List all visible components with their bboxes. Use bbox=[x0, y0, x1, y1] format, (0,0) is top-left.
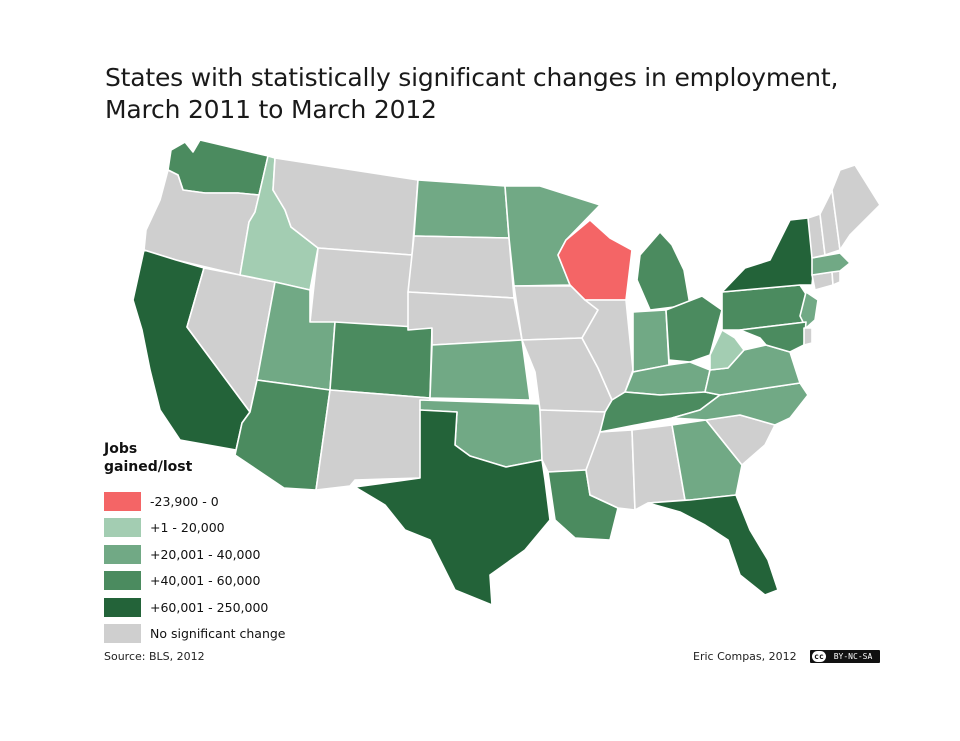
legend-label: +1 - 20,000 bbox=[150, 520, 225, 536]
legend-item-c2: +20,001 - 40,000 bbox=[104, 541, 286, 568]
cc-license-text: BY-NC-SA bbox=[833, 652, 873, 661]
source-note: Source: BLS, 2012 bbox=[104, 650, 205, 663]
state-NY[interactable] bbox=[721, 217, 817, 293]
legend-label: +60,001 - 250,000 bbox=[150, 599, 269, 615]
state-MA[interactable] bbox=[811, 252, 851, 276]
state-WA[interactable] bbox=[167, 139, 269, 196]
legend-swatch bbox=[104, 571, 141, 591]
state-TX[interactable] bbox=[354, 409, 551, 606]
legend-label: -23,900 - 0 bbox=[150, 493, 219, 509]
state-NM[interactable] bbox=[315, 389, 431, 491]
state-SD[interactable] bbox=[407, 235, 515, 299]
legend-label: No significant change bbox=[150, 626, 286, 642]
legend-swatch bbox=[104, 491, 141, 511]
legend-swatch bbox=[104, 624, 141, 644]
title-line-1: States with statistically significant ch… bbox=[105, 63, 839, 92]
state-NJ[interactable] bbox=[799, 291, 819, 329]
state-DE[interactable] bbox=[803, 327, 813, 346]
state-RI[interactable] bbox=[831, 270, 841, 286]
legend-title: Jobs gained/lost bbox=[104, 441, 193, 475]
map-title: States with statistically significant ch… bbox=[105, 62, 838, 126]
legend-item-c3: +40,001 - 60,000 bbox=[104, 568, 286, 595]
state-MI[interactable] bbox=[636, 231, 691, 311]
legend-item-c4: +60,001 - 250,000 bbox=[104, 594, 286, 621]
state-ME[interactable] bbox=[831, 164, 881, 251]
state-CO[interactable] bbox=[329, 321, 433, 399]
state-IN[interactable] bbox=[632, 309, 670, 373]
legend: Jobs gained/lost -23,900 - 0 +1 - 20,000… bbox=[104, 440, 286, 647]
legend-swatch bbox=[104, 518, 141, 538]
legend-item-loss: -23,900 - 0 bbox=[104, 488, 286, 515]
legend-item-c1: +1 - 20,000 bbox=[104, 515, 286, 542]
cc-logo-icon: cc bbox=[812, 651, 826, 662]
title-line-2: March 2011 to March 2012 bbox=[105, 95, 437, 124]
cc-license-badge[interactable]: cc BY-NC-SA bbox=[810, 650, 880, 663]
state-FL[interactable] bbox=[647, 494, 779, 596]
state-MD[interactable] bbox=[739, 321, 807, 353]
legend-item-none: No significant change bbox=[104, 621, 286, 648]
legend-label: +40,001 - 60,000 bbox=[150, 573, 261, 589]
legend-swatch bbox=[104, 544, 141, 564]
legend-swatch bbox=[104, 597, 141, 617]
state-ND[interactable] bbox=[413, 179, 510, 239]
legend-label: +20,001 - 40,000 bbox=[150, 546, 261, 562]
author-credit: Eric Compas, 2012 bbox=[693, 650, 797, 663]
state-KS[interactable] bbox=[429, 339, 531, 401]
state-WY[interactable] bbox=[309, 247, 413, 331]
